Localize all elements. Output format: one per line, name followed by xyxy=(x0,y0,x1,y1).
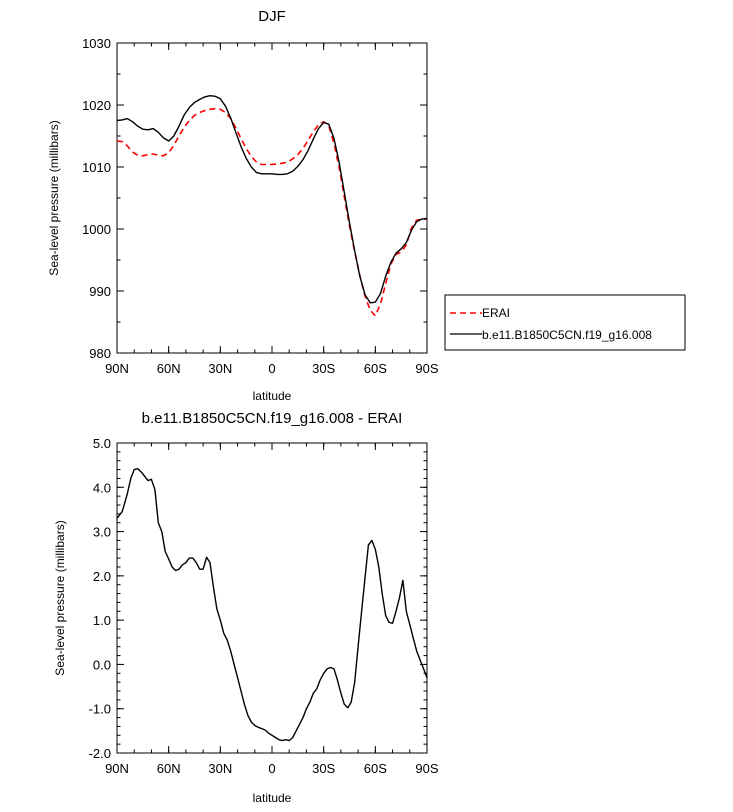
plot-lines xyxy=(116,468,428,742)
y-tick-label: -1.0 xyxy=(89,702,111,717)
plot-frame xyxy=(116,42,428,354)
x-tick-label: 30N xyxy=(208,761,232,776)
legend: ERAI b.e11.B1850C5CN.f19_g16.008 xyxy=(444,294,686,351)
x-tick-label: 90S xyxy=(415,361,438,376)
y-axis: -2.0 -1.0 0.0 1.0 2.0 3.0 4.0 5.0 xyxy=(89,436,427,761)
y-axis: 980 990 1000 1010 1020 1030 xyxy=(82,36,427,361)
chart-panel-top: DJF 980 990 1000 1010 1020 1030 90N 60N 30N 0 30S… xyxy=(47,8,439,403)
y-axis-label: Sea-level pressure (millibars) xyxy=(47,120,61,275)
y-tick-label: 0.0 xyxy=(93,657,111,672)
y-tick-label: 980 xyxy=(89,346,111,361)
x-tick-label: 0 xyxy=(268,761,275,776)
chart-panel-bottom: b.e11.B1850C5CN.f19_g16.008 - ERAI -2.0-… xyxy=(53,410,439,805)
series-line-erai xyxy=(116,107,427,317)
y-tick-label: 1030 xyxy=(82,36,111,51)
x-tick-label: 60S xyxy=(364,761,387,776)
y-tick-label: -2.0 xyxy=(89,746,111,761)
chart-title: DJF xyxy=(258,8,286,25)
chart-title: b.e11.B1850C5CN.f19_g16.008 - ERAI xyxy=(142,410,403,427)
y-tick-label: 990 xyxy=(89,284,111,299)
x-axis-label: latitude xyxy=(253,791,292,805)
x-tick-label: 0 xyxy=(268,361,275,376)
x-tick-label: 90N xyxy=(105,361,129,376)
legend-label-erai: ERAI xyxy=(482,306,510,320)
x-tick-label: 30N xyxy=(208,361,232,376)
y-tick-label: 1010 xyxy=(82,160,111,175)
x-tick-label: 90S xyxy=(415,761,438,776)
y-tick-label: 3.0 xyxy=(93,525,111,540)
y-tick-label: 1.0 xyxy=(93,613,111,628)
x-tick-label: 30S xyxy=(312,761,335,776)
legend-box xyxy=(444,294,686,351)
plot-frame xyxy=(116,442,428,754)
y-tick-label: 2.0 xyxy=(93,569,111,584)
y-tick-label: 1020 xyxy=(82,98,111,113)
plot-lines xyxy=(116,94,428,317)
x-tick-label: 60N xyxy=(157,761,181,776)
legend-label-model: b.e11.B1850C5CN.f19_g16.008 xyxy=(482,328,652,342)
x-axis: 90N 60N 30N 0 30S 60S 90S xyxy=(105,43,439,376)
x-tick-label: 90N xyxy=(105,761,129,776)
y-tick-label: 1000 xyxy=(82,222,111,237)
x-axis: 90N 60N 30N 0 30S 60S 90S xyxy=(105,443,439,776)
y-tick-label: 4.0 xyxy=(93,480,111,495)
difference-line xyxy=(116,468,428,742)
series-line-model xyxy=(116,94,428,304)
x-tick-label: 60N xyxy=(157,361,181,376)
y-axis-label: Sea-level pressure (millibars) xyxy=(53,520,67,675)
y-tick-label: 5.0 xyxy=(93,436,111,451)
x-tick-label: 30S xyxy=(312,361,335,376)
x-tick-label: 60S xyxy=(364,361,387,376)
x-axis-label: latitude xyxy=(253,389,292,403)
